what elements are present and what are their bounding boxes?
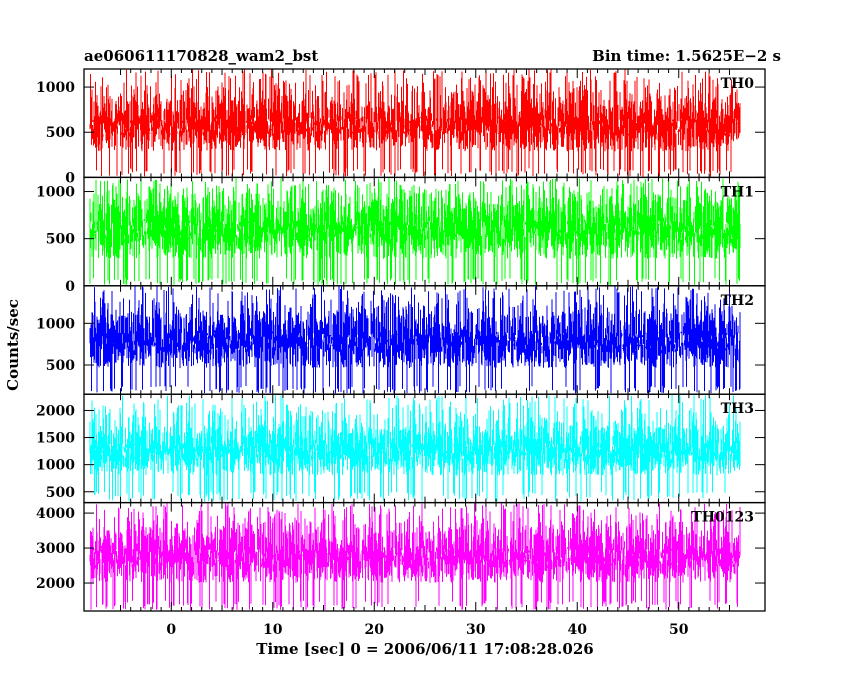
x-tick-label: 40 (568, 622, 588, 638)
y-tick-label: 0 (65, 279, 75, 295)
x-tick-label: 20 (365, 622, 385, 638)
y-tick-label: 2000 (36, 403, 75, 419)
x-axis-label: Time [sec] 0 = 2006/06/11 17:08:28.026 (256, 640, 593, 658)
panel-label: TH0123 (691, 510, 754, 526)
series-line-th1 (89, 178, 741, 285)
panel-th1: 0 500 1000 TH1 (36, 176, 766, 295)
panel-label: TH2 (721, 293, 754, 309)
y-tick-label: 1500 (36, 431, 75, 447)
x-tick-label: 10 (263, 622, 283, 638)
panel-th3: 500 1000 1500 2000 TH3 (36, 393, 766, 504)
panel-th0123: 2000 3000 4000 TH0123 (36, 501, 766, 612)
series-line-th2 (89, 285, 741, 394)
y-tick-label: 0 (65, 170, 75, 186)
series-line-th3 (89, 394, 741, 502)
y-tick-label: 3000 (36, 541, 75, 557)
y-tick-label: 500 (46, 125, 75, 141)
y-tick-label: 500 (46, 232, 75, 248)
y-tick-label: 500 (46, 485, 75, 501)
y-tick-label: 1000 (36, 316, 75, 332)
panel-frame (83, 501, 766, 612)
panel-label: TH1 (721, 184, 754, 200)
chart-title: ae060611170828_wam2_bst (84, 47, 318, 65)
panel-label: TH0 (721, 76, 755, 92)
y-tick-label: 2000 (36, 576, 75, 592)
series-line-th0 (89, 69, 741, 177)
panel-th2: 500 1000 TH2 (36, 285, 766, 395)
x-tick-label: 0 (166, 622, 176, 638)
series-line-th0123 (89, 502, 741, 610)
y-tick-label: 4000 (36, 506, 75, 522)
y-tick-label: 500 (46, 358, 75, 374)
y-tick-label: 1000 (36, 80, 75, 96)
x-tick-label: 30 (466, 622, 486, 638)
y-tick-label: 1000 (36, 458, 75, 474)
y-tick-label: 1000 (36, 185, 75, 201)
panel-label: TH3 (721, 401, 754, 417)
panel-th0: 0 500 1000 TH0 (36, 68, 766, 186)
y-axis-label: Counts/sec (4, 299, 22, 391)
bin-time-label: Bin time: 1.5625E−2 s (592, 47, 781, 65)
x-tick-label: 50 (669, 622, 689, 638)
